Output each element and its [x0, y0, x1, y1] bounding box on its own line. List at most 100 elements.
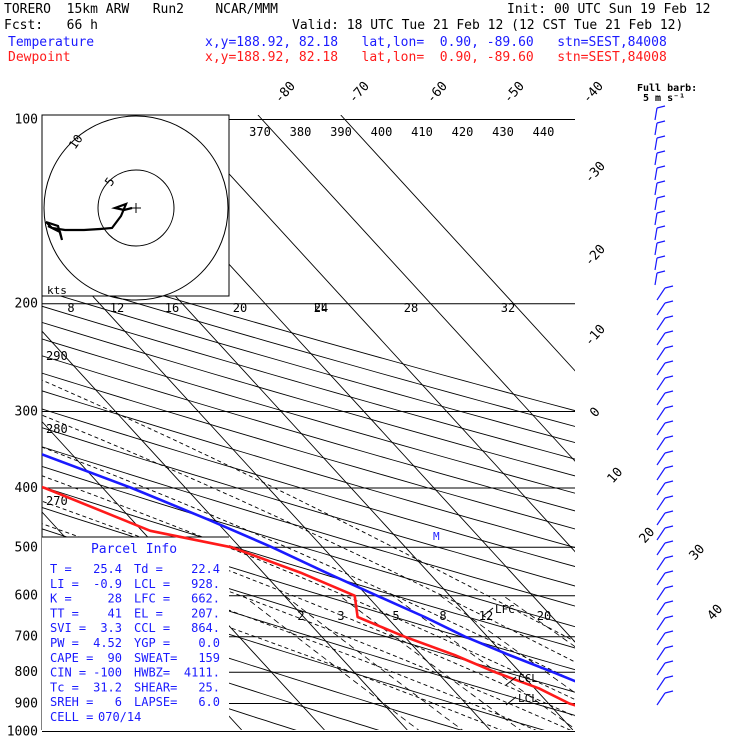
wind-barb-flag [664, 480, 674, 484]
wind-barb [654, 122, 658, 136]
wind-barb [656, 362, 666, 376]
wind-barb [656, 512, 666, 526]
wind-barb [654, 152, 658, 166]
temperature-location: x,y=188.92, 82.18 lat,lon= 0.90, -89.60 … [205, 35, 667, 50]
wind-barb [656, 467, 666, 481]
moist-adiabat-line [42, 561, 502, 730]
parcel-field-value: 928. [191, 577, 220, 591]
wind-barb [656, 572, 666, 586]
wind-barb [654, 242, 658, 256]
mixing-ratio-line [502, 595, 575, 648]
wind-barb-flag [656, 105, 666, 109]
pressure-tick-label: 400 [15, 481, 38, 496]
wind-barb [656, 317, 666, 331]
dry-adiabat-label: 440 [533, 125, 555, 139]
dewpoint-legend: Dewpoint [8, 50, 71, 65]
parcel-field-value: 28 [108, 592, 122, 606]
parcel-field-label: LCL = [134, 577, 170, 591]
wind-barb-flag [664, 405, 674, 409]
wind-barb [656, 452, 666, 466]
parcel-field-value: 31.2 [93, 680, 122, 694]
isotherm-right-label: -20 [582, 242, 609, 269]
parcel-field-value: 662. [191, 592, 220, 606]
wind-barb-flag [664, 450, 674, 454]
isotherm-top-label: -60 [424, 79, 451, 106]
wind-barb-flag [656, 210, 666, 214]
pressure-tick-label: 200 [15, 297, 38, 312]
isotherm-top-label: -50 [501, 79, 528, 106]
wind-barb [656, 392, 666, 406]
parcel-field-label: CIN = [50, 666, 86, 680]
wind-barb-flag [656, 225, 666, 229]
wind-barb-flag [656, 240, 666, 244]
hodograph-speed-label: 20 [233, 301, 247, 315]
dry-adiabat-line [42, 355, 575, 512]
wind-barb-flag [656, 120, 666, 124]
parcel-field-label: YGP = [134, 636, 170, 650]
pressure-tick-label: 500 [15, 540, 38, 555]
dry-adiabat-line [42, 427, 575, 587]
isotherm-right-label: 10 [605, 465, 627, 487]
parcel-field-value: -0.9 [93, 577, 122, 591]
mixing-ratio-label: 20 [537, 609, 551, 623]
parcel-field-value: 25.4 [93, 562, 122, 576]
wind-barb [654, 212, 658, 226]
pressure-tick-label: 1000 [7, 725, 38, 740]
mixing-ratio-line [242, 595, 420, 730]
parcel-field-value: 4.52 [93, 636, 122, 650]
hodograph-speed-label: 16 [165, 301, 179, 315]
isotherm-right-label: -10 [582, 322, 609, 349]
mixing-ratio-label: 12 [479, 609, 493, 623]
dry-adiabat-line [42, 321, 575, 477]
wind-barb [656, 677, 666, 691]
parcel-field-value: 6 [115, 695, 122, 709]
isotherm-right-label: 20 [637, 525, 659, 547]
init-time: Init: 00 UTC Sun 19 Feb 12 [507, 2, 711, 17]
wind-barb [656, 527, 666, 541]
moist-adiabat-line [42, 414, 575, 663]
dry-adiabat-left-label: 270 [46, 494, 68, 508]
dry-adiabat-line [42, 465, 575, 628]
parcel-field-value: 864. [191, 621, 220, 635]
isotherm-right-label: 0 [587, 405, 603, 421]
wind-barb-flag [656, 195, 666, 199]
dry-adiabat-label: 390 [330, 125, 352, 139]
parcel-field-value: 4111. [184, 666, 220, 680]
parcel-field-value: -100 [93, 666, 122, 680]
wind-barb [654, 137, 658, 151]
wind-barb-flag [664, 420, 674, 424]
hodograph-ring-outer [43, 115, 229, 301]
barb-legend-title: Full barb: [637, 83, 698, 94]
parcel-field-label: LFC = [134, 592, 170, 606]
level-label-m: M [433, 530, 440, 543]
mixing-ratio-label: 3 [337, 609, 344, 623]
wind-barb-flag [664, 675, 674, 679]
model-title: TORERO 15km ARW Run2 NCAR/MMM [4, 2, 278, 17]
wind-barb-flag [664, 525, 674, 529]
isotherm-line [257, 115, 575, 462]
isotherm-top-label: -40 [580, 79, 607, 106]
pressure-tick-label: 700 [15, 630, 38, 645]
wind-barb [656, 557, 666, 571]
parcel-field-value: 207. [191, 606, 220, 620]
wind-barb-flag [656, 255, 666, 259]
parcel-field-label: HWBZ= [134, 666, 170, 680]
dry-adiabat-line [42, 446, 575, 607]
wind-barb [656, 302, 666, 316]
parcel-field-label: Tc = [50, 680, 79, 694]
mixing-ratio-line [284, 595, 463, 730]
wind-barb [656, 692, 666, 706]
parcel-field-label: SHEAR= [134, 680, 177, 694]
parcel-info-title: Parcel Info [91, 542, 177, 557]
wind-barb-flag [664, 360, 674, 364]
hodograph-speed-label: 32 [501, 301, 515, 315]
wind-barb-flag [664, 285, 674, 289]
dry-adiabat-line [42, 596, 463, 730]
wind-barb [656, 617, 666, 631]
parcel-field-label: T = [50, 562, 72, 576]
wind-barb-flag [664, 630, 674, 634]
dry-adiabat-label: 420 [452, 125, 474, 139]
wind-barb [656, 632, 666, 646]
level-tick-ccl [505, 676, 517, 686]
wind-barb [654, 197, 658, 211]
